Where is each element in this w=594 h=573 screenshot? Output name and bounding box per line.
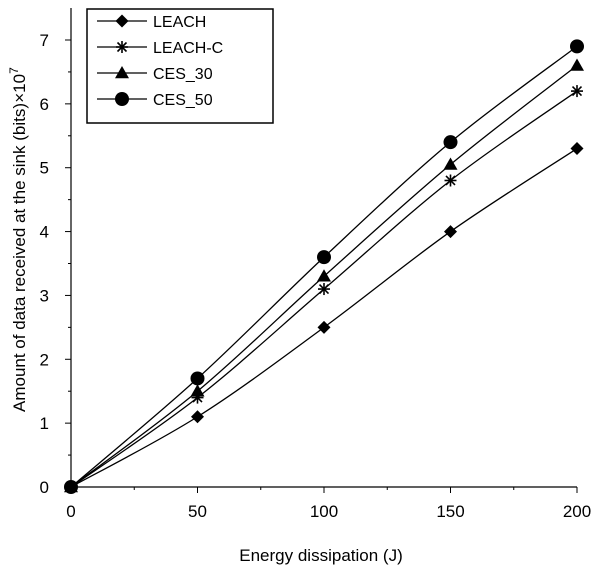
y-multiplier-base: ×10	[10, 74, 29, 103]
legend-marker	[115, 66, 129, 79]
legend-item-ces-30: CES_30	[97, 66, 213, 83]
series-line-leach	[70, 148, 578, 488]
star-stroke	[318, 283, 330, 295]
data-point-ces-50	[190, 371, 205, 386]
x-tick-label: 0	[66, 502, 75, 521]
legend-marker	[115, 92, 129, 106]
data-point-ces-50	[317, 250, 331, 265]
x-tick-label: 50	[188, 502, 207, 521]
y-tick-label: 7	[40, 31, 49, 50]
legend-marker	[115, 14, 129, 28]
legend-label: CES_30	[153, 66, 213, 83]
data-point-ces-50	[64, 480, 78, 494]
axes: 0 1 2 3 4 5 6 7 0 50 100 150 200	[40, 8, 591, 521]
series-ces-30	[64, 58, 584, 493]
data-point-leach	[444, 225, 457, 239]
data-point-ces-30	[190, 384, 205, 397]
y-tick-label: 1	[40, 414, 49, 433]
series-leach-c	[65, 85, 583, 493]
y-tick-label: 0	[40, 478, 49, 497]
data-point-ces-30	[443, 157, 458, 170]
series-ces-50	[64, 39, 584, 494]
x-tick-label: 100	[310, 502, 338, 521]
legend-label: CES_50	[153, 92, 213, 109]
y-multiplier-exponent: 7	[7, 67, 21, 74]
data-point-leach-c	[571, 85, 583, 98]
data-point-ces-50	[443, 135, 458, 150]
legend-item-ces-50: CES_50	[97, 92, 213, 109]
data-point-ces-30	[570, 58, 584, 71]
data-point-leach	[570, 142, 584, 156]
y-axis-title: Amount of data received at the sink (bit…	[10, 103, 29, 412]
legend: LEACH LEACH-C CES_30 CES_50	[86, 8, 274, 124]
legend-item-leach-c: LEACH-C	[97, 40, 223, 57]
y-tick-label: 4	[40, 223, 49, 242]
star-stroke	[445, 175, 456, 186]
data-point-leach	[191, 410, 204, 424]
data-point-ces-50	[570, 39, 584, 54]
star-stroke	[571, 86, 583, 97]
x-axis-title: Energy dissipation (J)	[239, 546, 402, 565]
data-point-leach	[317, 320, 331, 334]
data-point-leach-c	[318, 283, 330, 296]
legend-label: LEACH-C	[153, 40, 223, 57]
data-point-leach-c	[444, 174, 457, 187]
y-axis-multiplier: ×107	[7, 67, 29, 103]
y-tick-label: 3	[40, 286, 49, 305]
series-leach	[64, 142, 584, 494]
y-tick-label: 2	[40, 350, 49, 369]
legend-marker	[116, 41, 128, 53]
y-tick-label: 5	[40, 159, 49, 178]
y-tick-label: 6	[40, 95, 49, 114]
star-stroke	[116, 41, 128, 53]
legend-label: LEACH	[153, 14, 206, 31]
legend-item-leach: LEACH	[97, 14, 206, 31]
x-tick-label: 200	[563, 502, 591, 521]
x-tick-label: 150	[436, 502, 464, 521]
series-layer	[64, 39, 584, 494]
data-point-ces-30	[317, 269, 331, 282]
